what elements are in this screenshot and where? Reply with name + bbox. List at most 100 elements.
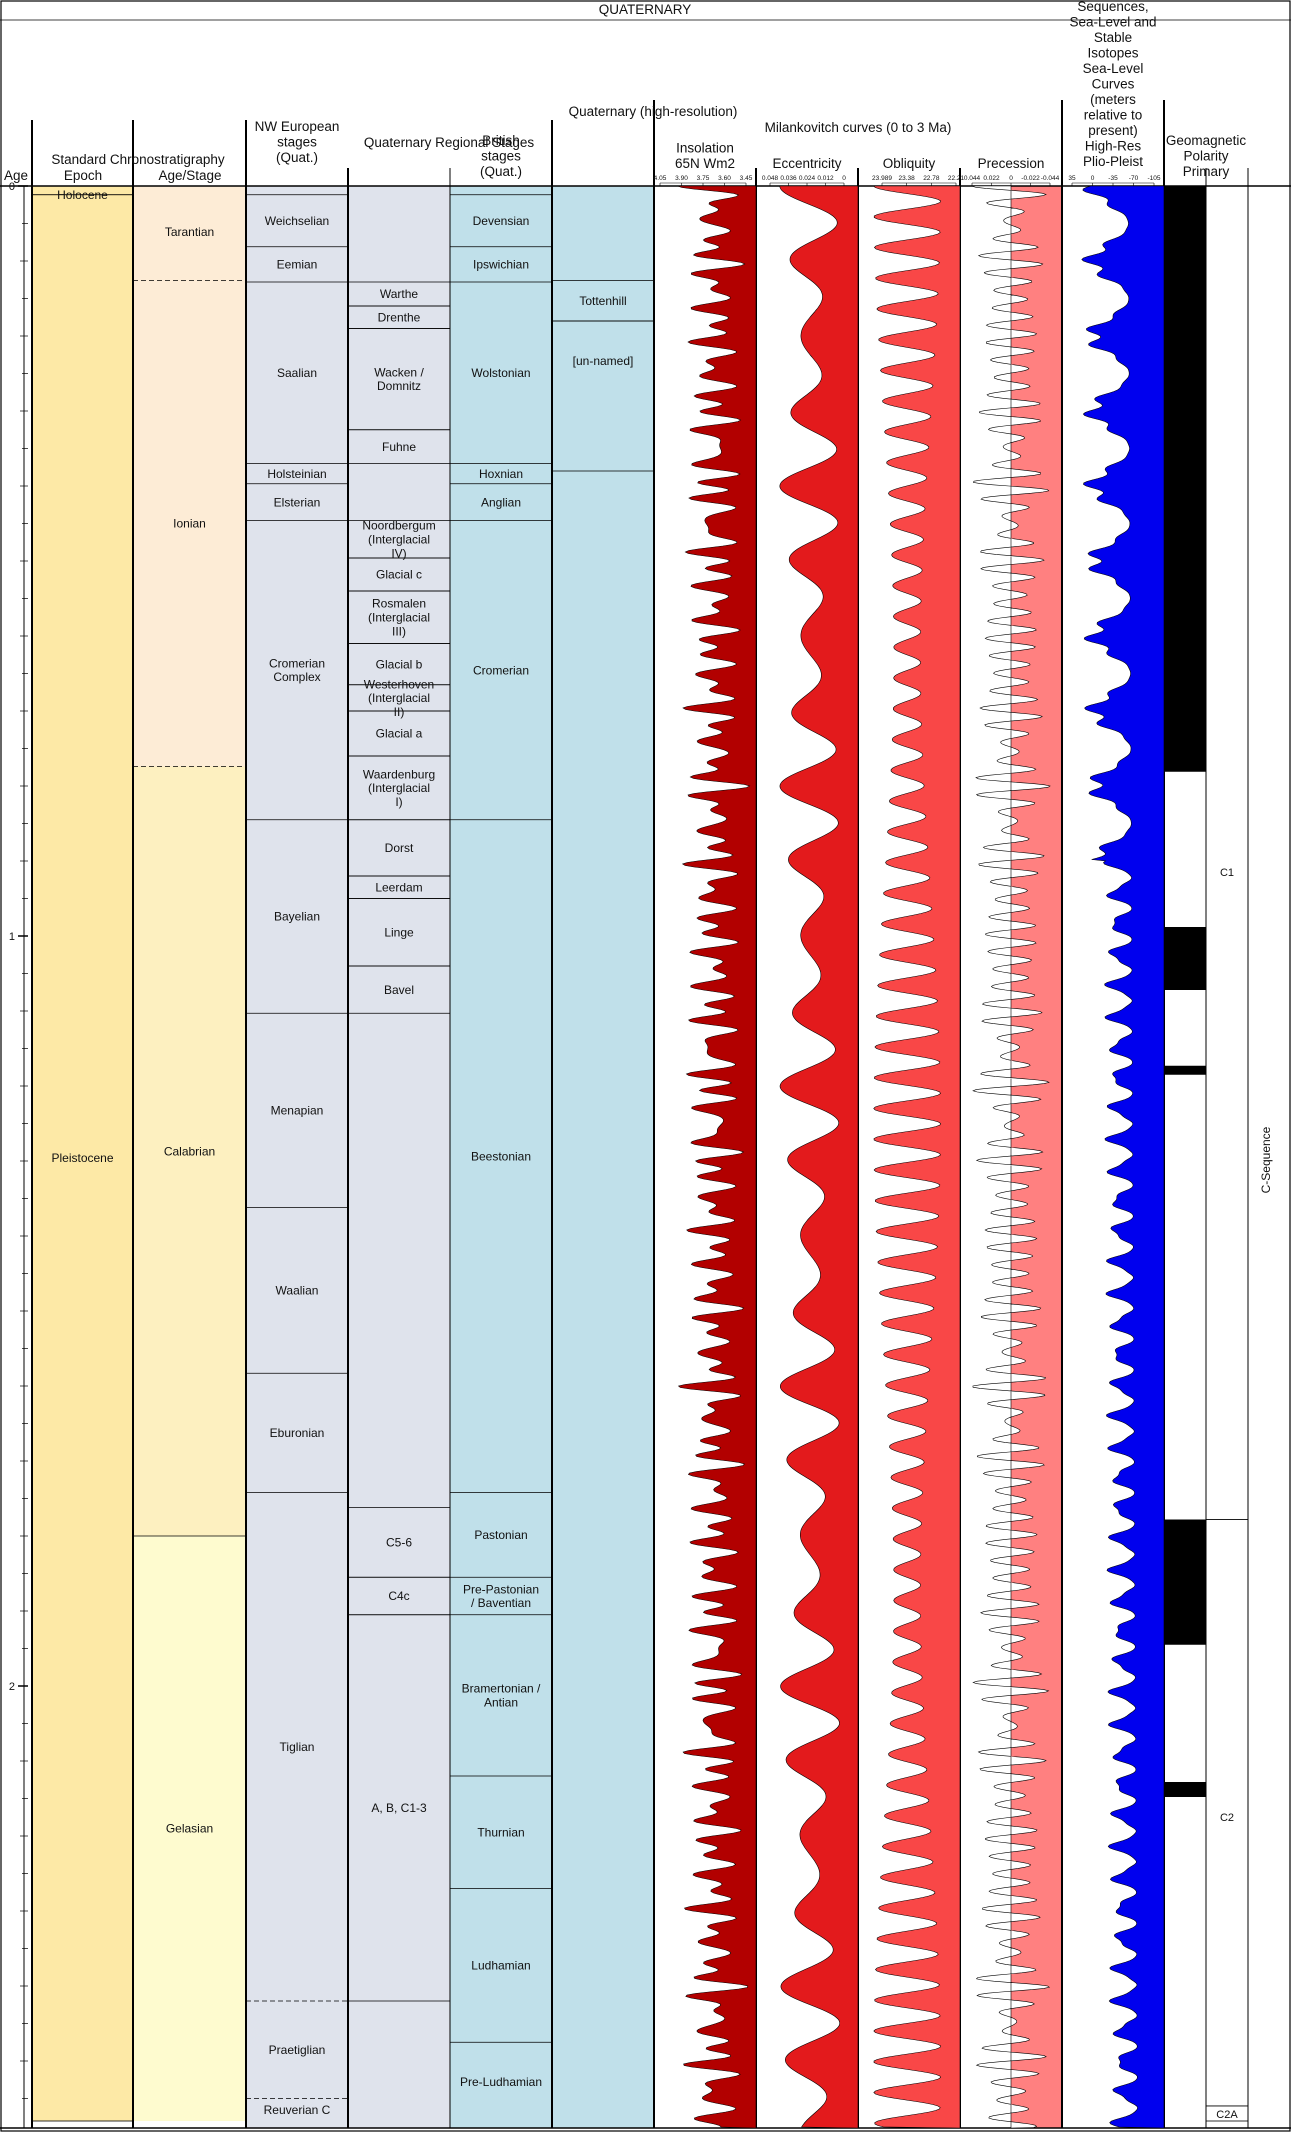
regional-label-wacken-domnitz: Wacken / Domnitz (374, 365, 424, 393)
obliquity-curve (872, 185, 961, 2129)
regional-label-noordbergum-interglacial-iv: Noordbergum (Interglacial IV) (362, 519, 435, 561)
chron-label-c2a: C2A (1216, 2109, 1238, 2121)
header-nw-european: NW European stages (Quat.) (255, 119, 340, 165)
stage-calabrian (133, 766, 246, 1536)
epoch-pleistocene (31, 194, 134, 2122)
stage-label-calabrian: Calabrian (164, 1144, 215, 1158)
regional-label-c4c: C4c (388, 1589, 409, 1603)
british-label-wolstonian: Wolstonian (471, 366, 530, 380)
nw-label-reuverian-c: Reuverian C (264, 2103, 331, 2117)
sequence-label: C-Sequence (1259, 1126, 1273, 1193)
british-label-ipswichian: Ipswichian (473, 258, 529, 272)
precession-tick-label: -0.044 (1041, 175, 1060, 182)
obliquity-tick-label: 23.989 (872, 175, 892, 182)
british-label-thurnian: Thurnian (477, 1825, 524, 1839)
insolation-tick-label: 3.45 (740, 175, 753, 182)
regional-label-glacial-c: Glacial c (376, 568, 422, 582)
polarity-normal (1164, 1519, 1206, 1645)
nw-label-bayelian: Bayelian (274, 910, 320, 924)
header-age-stage: Age/Stage (158, 168, 221, 183)
obliquity-tick-label: 22.78 (923, 175, 940, 182)
precession-tick-label: -0.022 (1021, 175, 1040, 182)
chron-label-c2: C2 (1220, 1812, 1234, 1824)
british-label-ludhamian: Ludhamian (471, 1959, 530, 1973)
regional-label-linge: Linge (384, 925, 414, 939)
nw-label-eemian: Eemian (277, 258, 318, 272)
sealevel-tick-label: -70 (1129, 175, 1139, 182)
regional-label-warthe: Warthe (380, 287, 419, 301)
regional-label-a-b-c1-3: A, B, C1-3 (371, 1801, 427, 1815)
obliquity-tick-label: 23.38 (899, 175, 916, 182)
polarity-normal (1164, 1065, 1206, 1075)
british-label-devensian: Devensian (473, 214, 530, 228)
obliquity-tick-label: 22.21 (948, 175, 965, 182)
chart-title: QUATERNARY (599, 2, 692, 17)
regional-column (348, 186, 450, 2128)
nw-column (246, 186, 348, 2128)
eccentricity-tick-label: 0.048 (762, 175, 779, 182)
stage-label-ionian: Ionian (173, 517, 206, 531)
precession-tick-label: 0.022 (983, 175, 1000, 182)
header-insolation: Insolation 65N Wm2 (675, 141, 735, 172)
age-tick-label: 1 (9, 931, 15, 943)
regional-label-bavel: Bavel (384, 983, 414, 997)
precession-curve (971, 185, 1051, 2129)
sealevel-tick-label: -105 (1147, 175, 1160, 182)
regional-label-dorst: Dorst (385, 841, 414, 855)
stage-label-tarantian: Tarantian (165, 225, 214, 239)
header-british: British stages (Quat.) (480, 133, 522, 179)
regional-label-glacial-b: Glacial b (376, 657, 423, 671)
british-label-hoxnian: Hoxnian (479, 467, 523, 481)
header-regional: Quaternary Regional Stages (364, 135, 535, 150)
nw-label-holsteinian: Holsteinian (267, 467, 326, 481)
precession-panel (1011, 186, 1062, 2128)
nw-label-saalian: Saalian (277, 366, 317, 380)
insolation-tick-label: 4.05 (654, 175, 667, 182)
header-sealevel: Sequences, Sea-Level and Stable Isotopes Sea… (1069, 0, 1156, 169)
age-tick-label: 2 (9, 1681, 15, 1693)
british-label-bramertonian-antian: Bramertonian / Antian (462, 1682, 541, 1710)
hires-label-tottenhill: Tottenhill (579, 294, 626, 308)
regional-label-fuhne: Fuhne (382, 440, 416, 454)
chron-label-c1: C1 (1220, 867, 1234, 879)
header-precession: Precession (978, 156, 1045, 171)
sealevel-tick-label: -35 (1108, 175, 1118, 182)
regional-label-waardenburg-interglacial-i: Waardenburg (Interglacial I) (363, 767, 435, 809)
nw-label-waalian: Waalian (276, 1284, 319, 1298)
polarity-normal (1164, 927, 1206, 990)
sealevel-curve (1081, 185, 1165, 2129)
regional-label-rosmalen-interglacial-iii: Rosmalen (Interglacial III) (368, 597, 430, 639)
epoch-label-holocene: Holocene (57, 188, 108, 202)
header-epoch: Epoch (64, 168, 102, 183)
british-label-anglian: Anglian (481, 495, 521, 509)
insolation-tick-label: 3.60 (718, 175, 731, 182)
stage-ionian (133, 280, 246, 767)
header-std-chrono: Standard Chronostratigraphy (51, 152, 225, 167)
header-milankovitch: Milankovitch curves (0 to 3 Ma) (765, 120, 952, 135)
british-column (450, 186, 552, 2128)
sealevel-tick-label: 35 (1068, 175, 1076, 182)
eccentricity-curve (779, 185, 859, 2129)
regional-label-glacial-a: Glacial a (376, 727, 423, 741)
polarity-normal (1164, 186, 1206, 772)
nw-label-menapian: Menapian (271, 1104, 324, 1118)
insolation-curve (677, 185, 757, 2129)
british-label-pre-ludhamian: Pre-Ludhamian (460, 2075, 542, 2089)
nw-label-weichselian: Weichselian (265, 214, 329, 228)
british-label-beestonian: Beestonian (471, 1149, 531, 1163)
nw-label-elsterian: Elsterian (274, 495, 321, 509)
stage-label-gelasian: Gelasian (166, 1822, 213, 1836)
stage-gelasian (133, 1536, 246, 2121)
british-label-pre-pastonian-baventian: Pre-Pastonian / Baventian (463, 1582, 539, 1610)
stage-tarantian (133, 186, 246, 281)
precession-tick-label: 0 (1009, 175, 1013, 182)
header-geomag: Geomagnetic Polarity Primary (1166, 133, 1247, 179)
header-eccentricity: Eccentricity (772, 156, 841, 171)
regional-label-drenthe: Drenthe (378, 310, 421, 324)
chron-c2 (1205, 1519, 1249, 2107)
regional-label-leerdam: Leerdam (375, 880, 422, 894)
nw-label-tiglian: Tiglian (280, 1740, 315, 1754)
header-age: Age (4, 168, 28, 183)
